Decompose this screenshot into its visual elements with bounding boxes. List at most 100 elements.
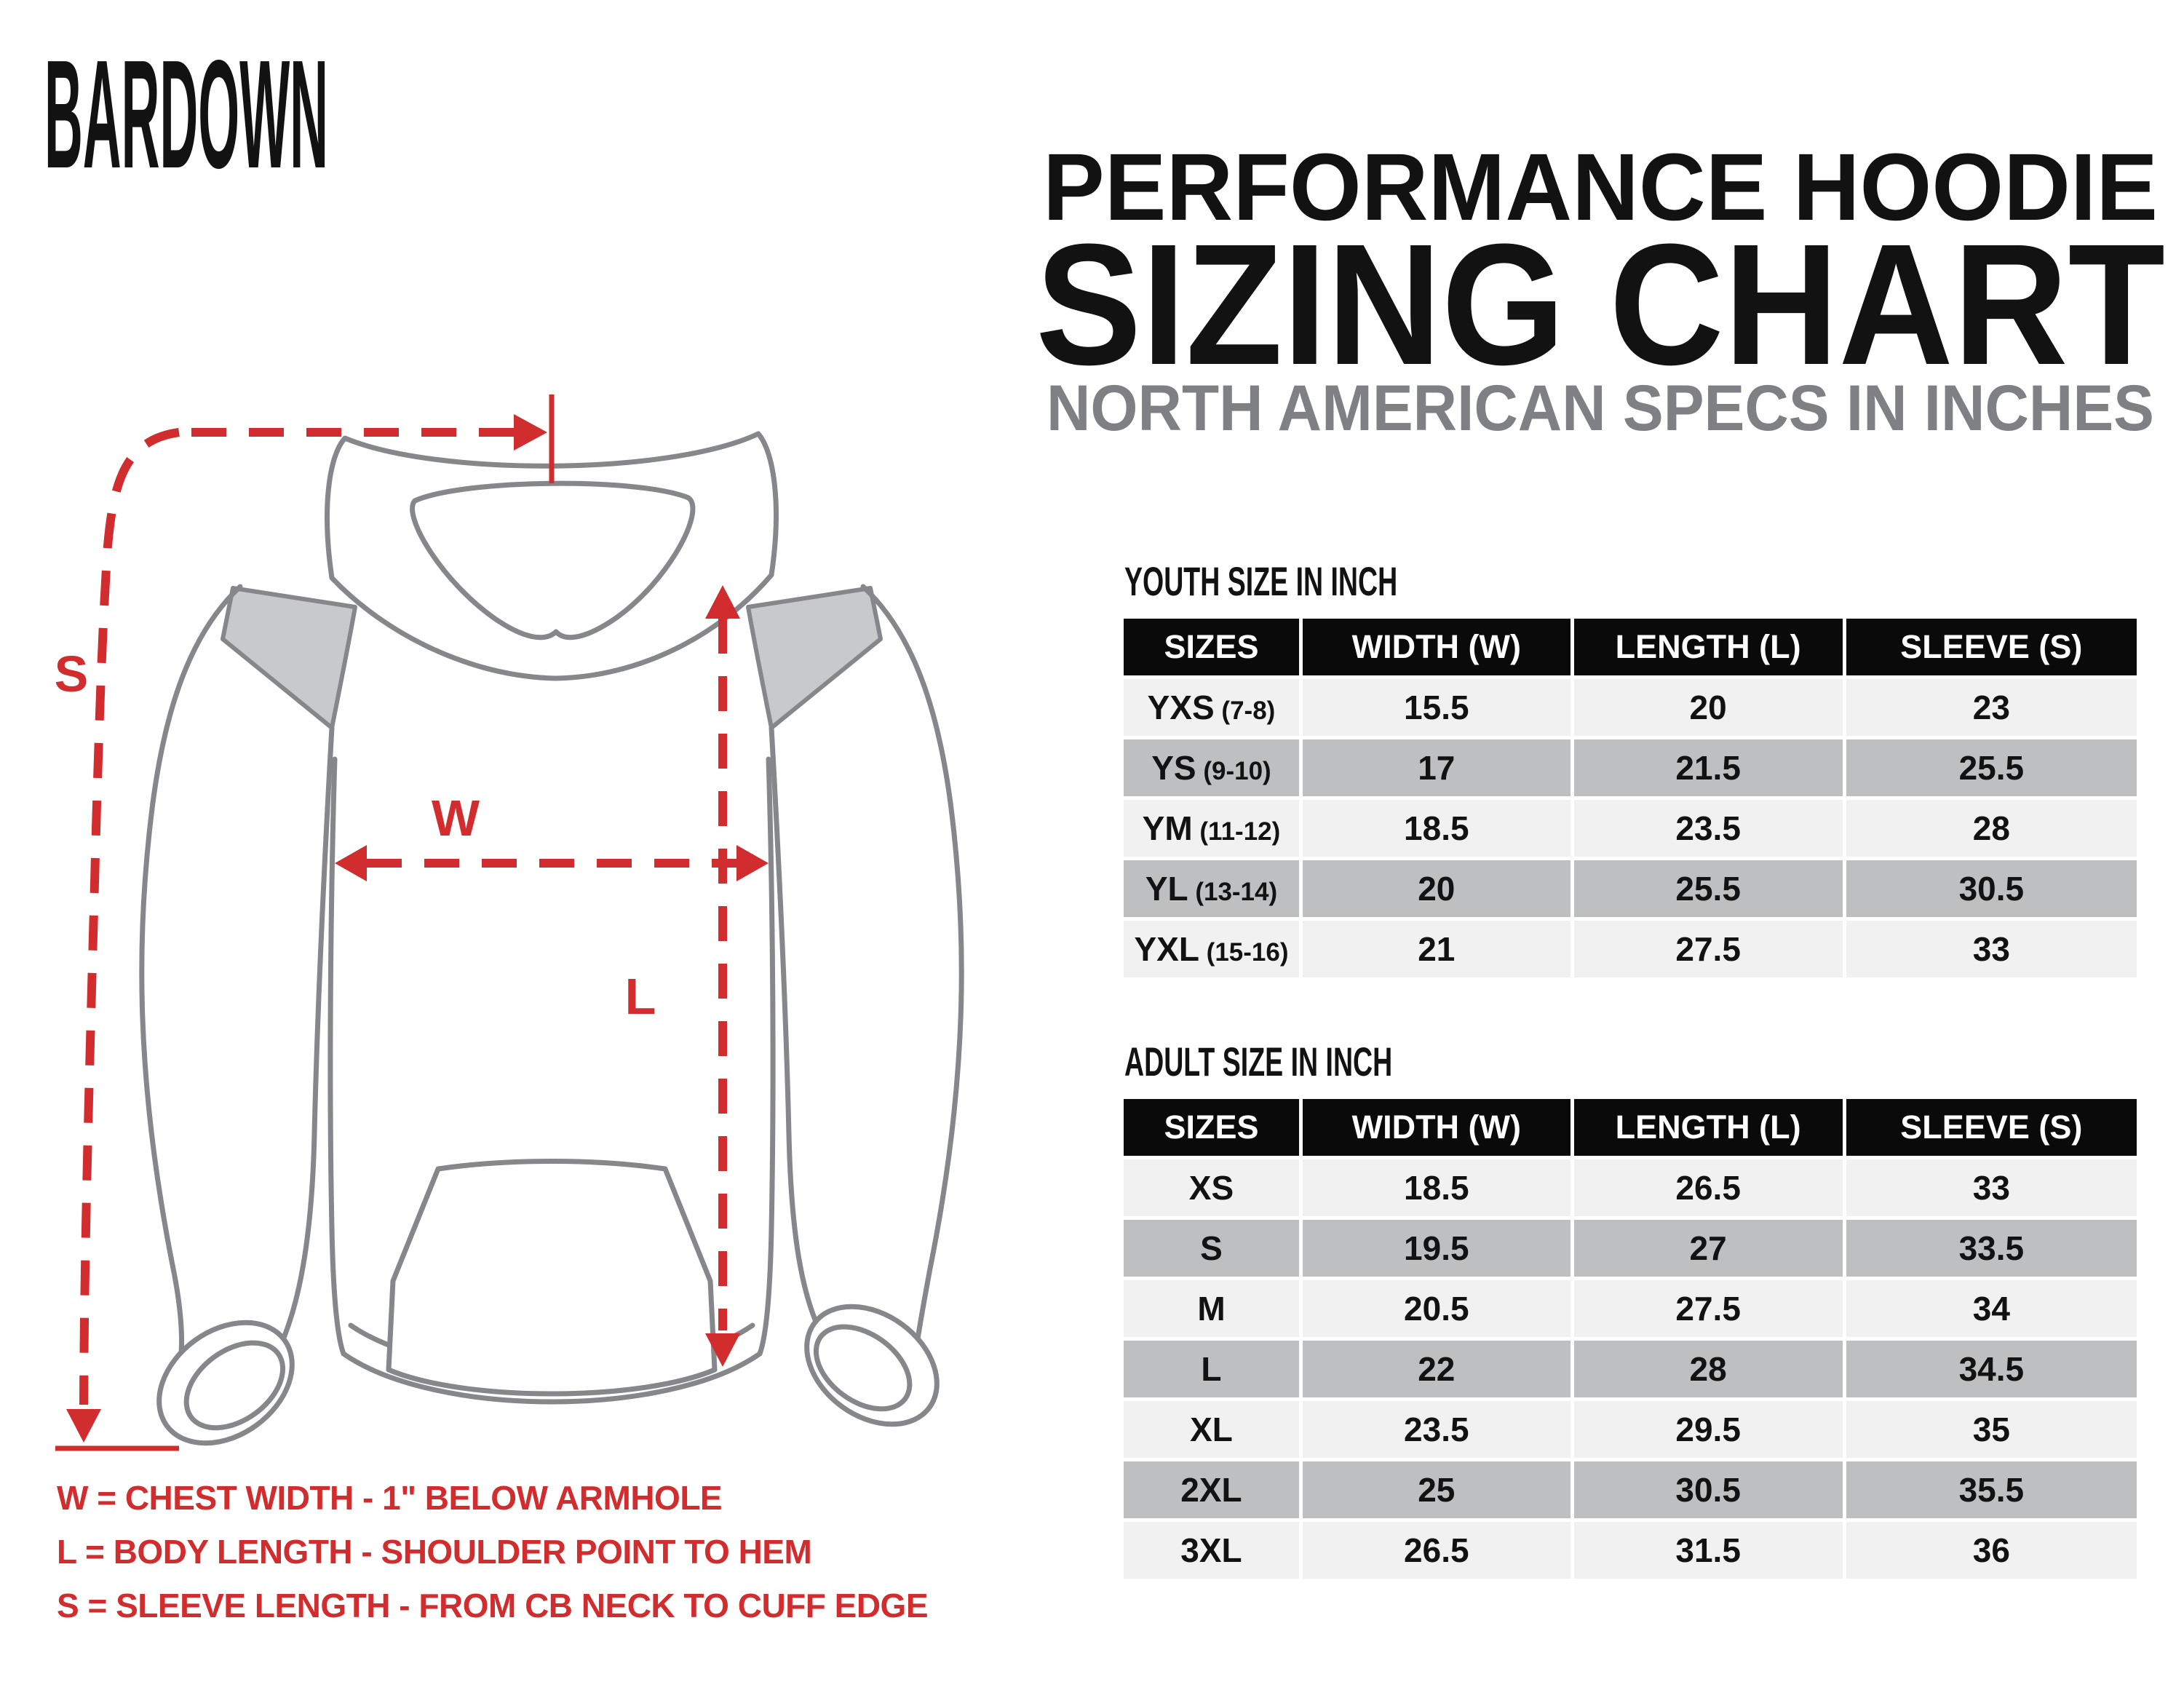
hoodie-diagram: S W L [55, 394, 964, 1451]
size-row-ym: YM (11-12) 18.5 23.5 28 [1124, 800, 2137, 857]
width-value-cell: 19.5 [1302, 1220, 1571, 1277]
body-left-edge [327, 756, 346, 1357]
length-value-cell: 27.5 [1573, 1280, 1843, 1337]
width-value-cell: 25 [1302, 1461, 1571, 1518]
size-label: XL [1190, 1411, 1233, 1448]
width-value-cell: 20 [1302, 860, 1571, 917]
column-header-length-l: LENGTH (L) [1573, 1099, 1843, 1156]
length-value-cell: 21.5 [1573, 739, 1843, 796]
width-value-cell: 18.5 [1302, 1159, 1571, 1216]
size-row-yxs: YXS (7-8) 15.5 20 23 [1124, 679, 2137, 736]
size-row-yxl: YXL (15-16) 21 27.5 33 [1124, 921, 2137, 977]
width-value-cell: 18.5 [1302, 800, 1571, 857]
column-header-sizes: SIZES [1124, 619, 1299, 675]
width-value-cell: 23.5 [1302, 1401, 1571, 1458]
size-label: 2XL [1180, 1471, 1242, 1509]
size-cell: XL [1124, 1401, 1299, 1458]
sleeve-value-cell: 35.5 [1846, 1461, 2137, 1518]
sleeve-value-cell: 30.5 [1846, 860, 2137, 917]
length-value-cell: 31.5 [1573, 1522, 1843, 1579]
page-title-line1: PERFORMANCE HOODIE [1043, 138, 2158, 240]
page-subtitle: NORTH AMERICAN SPECS IN INCHES [1047, 371, 2154, 444]
width-value-cell: 21 [1302, 921, 1571, 977]
length-value-cell: 23.5 [1573, 800, 1843, 857]
column-header-sleeve-s: SLEEVE (S) [1846, 1099, 2137, 1156]
width-value-cell: 22 [1302, 1341, 1571, 1397]
sleeve-value-cell: 33 [1846, 921, 2137, 977]
size-row-yl: YL (13-14) 20 25.5 30.5 [1124, 860, 2137, 917]
sleeve-value-cell: 23 [1846, 679, 2137, 736]
left-sleeve-inner-edge [271, 725, 335, 1362]
size-cell: 2XL [1124, 1461, 1299, 1518]
youth-size-table: SIZES WIDTH (W) LENGTH (L) SLEEVE (S) YXS (… [1120, 615, 2140, 981]
size-cell: YXL (15-16) [1124, 921, 1299, 977]
body-right-edge [757, 756, 776, 1357]
size-cell: YL (13-14) [1124, 860, 1299, 917]
sleeve-value-cell: 33.5 [1846, 1220, 2137, 1277]
legend-line-length: L = BODY LENGTH - SHOULDER POINT TO HEM [57, 1533, 812, 1571]
width-value-cell: 20.5 [1302, 1280, 1571, 1337]
column-header-sleeve-s: SLEEVE (S) [1846, 619, 2137, 675]
width-value-cell: 17 [1302, 739, 1571, 796]
length-measure-arrow [705, 585, 740, 1367]
column-header-width-w: WIDTH (W) [1302, 1099, 1571, 1156]
adult-table-title: ADULT SIZE IN INCH [1124, 1039, 1393, 1084]
adult-size-section: ADULT SIZE IN INCH SIZES WIDTH (W) LENGTH … [1120, 1038, 2140, 1582]
bardown-logo-text: BARDOWN [44, 52, 328, 175]
legend-line-sleeve: S = SLEEVE LENGTH - FROM CB NECK TO CUFF… [57, 1587, 929, 1624]
length-value-cell: 26.5 [1573, 1159, 1843, 1216]
size-row-xs: XS 18.5 26.5 33 [1124, 1159, 2137, 1216]
header-titles: PERFORMANCE HOODIE SIZING CHART NORTH AM… [1036, 138, 2165, 444]
age-range-label: (7-8) [1214, 697, 1276, 725]
age-range-label: (13-14) [1188, 878, 1278, 906]
length-value-cell: 29.5 [1573, 1401, 1843, 1458]
right-cuff [804, 1304, 940, 1427]
size-cell: S [1124, 1220, 1299, 1277]
right-sleeve-inner-edge [769, 725, 828, 1344]
adult-size-table: SIZES WIDTH (W) LENGTH (L) SLEEVE (S) XS 18.… [1120, 1095, 2140, 1582]
width-value-cell: 26.5 [1302, 1522, 1571, 1579]
size-row-2xl: 2XL 25 30.5 35.5 [1124, 1461, 2137, 1518]
hood-opening [410, 480, 696, 640]
sleeve-value-cell: 28 [1846, 800, 2137, 857]
size-cell: 3XL [1124, 1522, 1299, 1579]
column-header-sizes: SIZES [1124, 1099, 1299, 1156]
length-value-cell: 27 [1573, 1220, 1843, 1277]
sleeve-measure-arrow [55, 414, 547, 1451]
size-cell: M [1124, 1280, 1299, 1337]
length-value-cell: 30.5 [1573, 1461, 1843, 1518]
width-value-cell: 15.5 [1302, 679, 1571, 736]
size-label: 3XL [1180, 1531, 1242, 1569]
size-row-l: L 22 28 34.5 [1124, 1341, 2137, 1397]
size-label: YXS [1147, 689, 1215, 726]
length-value-cell: 27.5 [1573, 921, 1843, 977]
sleeve-value-cell: 25.5 [1846, 739, 2137, 796]
length-measure-label: L [625, 968, 656, 1025]
size-label: YS [1151, 749, 1196, 787]
sleeve-value-cell: 36 [1846, 1522, 2137, 1579]
width-measure-arrow [335, 845, 769, 881]
sleeve-value-cell: 35 [1846, 1401, 2137, 1458]
age-range-label: (11-12) [1192, 817, 1281, 846]
age-range-label: (15-16) [1199, 938, 1289, 967]
size-label: M [1197, 1290, 1226, 1328]
sleeve-value-cell: 33 [1846, 1159, 2137, 1216]
size-row-m: M 20.5 27.5 34 [1124, 1280, 2137, 1337]
size-row-xl: XL 23.5 29.5 35 [1124, 1401, 2137, 1458]
right-shoulder-panel [746, 586, 883, 730]
length-value-cell: 20 [1573, 679, 1843, 736]
size-label: XS [1188, 1169, 1234, 1207]
youth-table-title: YOUTH SIZE IN INCH [1124, 558, 1398, 604]
left-sleeve-outer-edge [139, 584, 243, 1362]
size-row-3xl: 3XL 26.5 31.5 36 [1124, 1522, 2137, 1579]
size-cell: YM (11-12) [1124, 800, 1299, 857]
size-label: YL [1145, 870, 1188, 908]
size-label: YM [1142, 809, 1193, 847]
length-value-cell: 25.5 [1573, 860, 1843, 917]
size-label: YXL [1134, 930, 1199, 968]
size-row-ys: YS (9-10) 17 21.5 25.5 [1124, 739, 2137, 796]
length-value-cell: 28 [1573, 1341, 1843, 1397]
youth-header-row: SIZES WIDTH (W) LENGTH (L) SLEEVE (S) [1124, 619, 2137, 675]
left-shoulder-panel [221, 586, 357, 730]
